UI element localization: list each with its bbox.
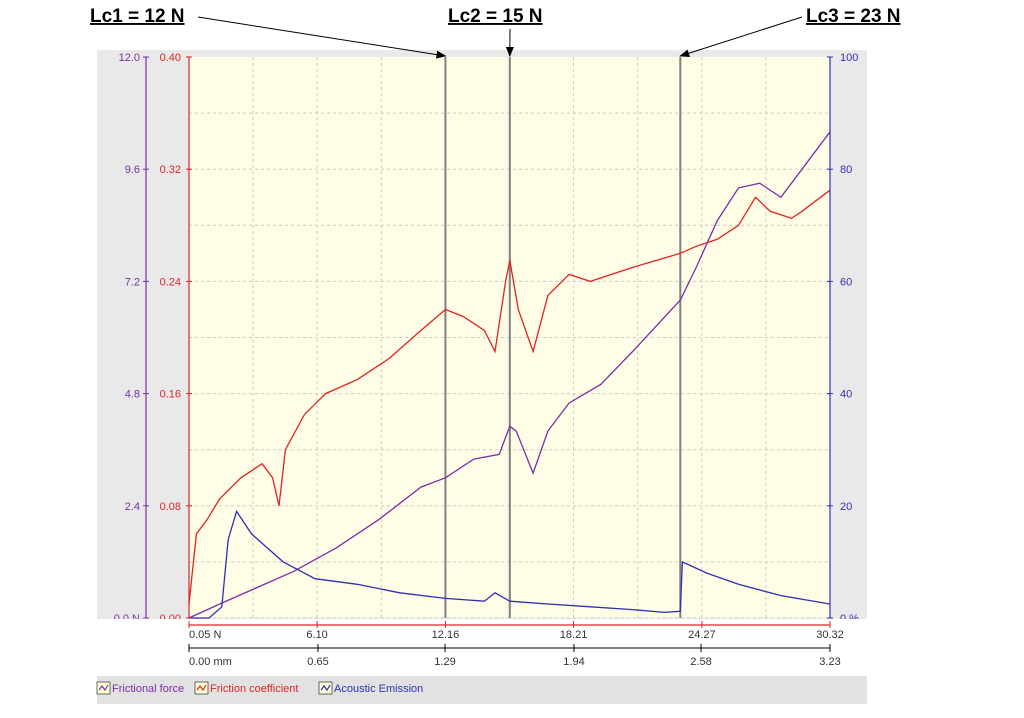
series-line-frictional-force (188, 131, 831, 619)
legend-label: Frictional force (112, 683, 184, 695)
legend: Frictional force Friction coefficient Acou… (96, 676, 867, 704)
y-tick-label-friction-coefficient: 0.16 (160, 389, 181, 401)
y-tick-label-acoustic-emission: 100 (840, 52, 858, 64)
y-tick-label-friction-coefficient: 0.24 (160, 276, 181, 288)
x-tick-label-force: 0.05 N (189, 629, 221, 641)
legend-line-icon (196, 684, 207, 692)
critical-load-label-3: Lc3 = 23 N (806, 6, 901, 27)
series-line-acoustic-emission (189, 509, 831, 619)
x-tick-label-distance: 2.58 (690, 656, 711, 668)
critical-load-arrow-3 (679, 16, 803, 58)
x-tick-label-force: 6.10 (306, 629, 327, 641)
x-tick-label-force: 12.16 (432, 629, 460, 641)
x-axes: 0.05 N 6.10 12.16 18.21 24.27 30.32 0.00 mm 0.6… (188, 621, 844, 668)
critical-load-annotations: Lc1 = 12 N Lc2 = 15 N Lc3 = 23 N (90, 6, 901, 59)
y-tick-label-acoustic-emission: 60 (840, 276, 852, 288)
y-tick-label-friction-coefficient: 0.32 (160, 164, 181, 176)
x-tick-label-force: 18.21 (560, 629, 588, 641)
y-tick-label-friction-coefficient: 0.08 (160, 501, 181, 513)
y-tick-label-friction-coefficient: 0.40 (160, 52, 181, 64)
y-tick-label-acoustic-emission: 20 (840, 501, 852, 513)
y-tick-label-frictional-force: 4.8 (125, 389, 140, 401)
legend-item: Acoustic Emission (318, 681, 423, 695)
legend-background (97, 676, 867, 704)
x-tick-label-force: 24.27 (688, 629, 716, 641)
legend-item: Friction coefficient (194, 681, 298, 695)
x-tick-label-distance: 0.00 mm (189, 656, 232, 668)
legend-label: Acoustic Emission (334, 683, 423, 695)
legend-label: Friction coefficient (210, 683, 298, 695)
x-tick-label-distance: 0.65 (307, 656, 328, 668)
x-tick-label-force: 30.32 (816, 629, 844, 641)
y-tick-label-frictional-force: 7.2 (125, 276, 140, 288)
data-series (188, 131, 831, 619)
x-tick-label-distance: 1.94 (563, 656, 584, 668)
critical-load-label-1: Lc1 = 12 N (90, 6, 185, 27)
y-tick-label-frictional-force: 9.6 (125, 164, 140, 176)
series-line-friction-coefficient (188, 189, 831, 605)
legend-item: Frictional force (96, 681, 184, 695)
critical-load-label-2: Lc2 = 15 N (448, 6, 543, 27)
y-tick-label-acoustic-emission: 80 (840, 164, 852, 176)
y-tick-label-frictional-force: 2.4 (125, 501, 140, 513)
x-tick-label-distance: 3.23 (819, 656, 840, 668)
x-tick-label-distance: 1.29 (434, 656, 455, 668)
legend-line-icon (98, 684, 109, 692)
y-tick-label-frictional-force: 12.0 (119, 52, 140, 64)
critical-load-arrow-1 (197, 16, 447, 59)
y-tick-label-acoustic-emission: 40 (840, 389, 852, 401)
critical-load-markers (444, 57, 682, 618)
legend-line-icon (320, 684, 331, 692)
